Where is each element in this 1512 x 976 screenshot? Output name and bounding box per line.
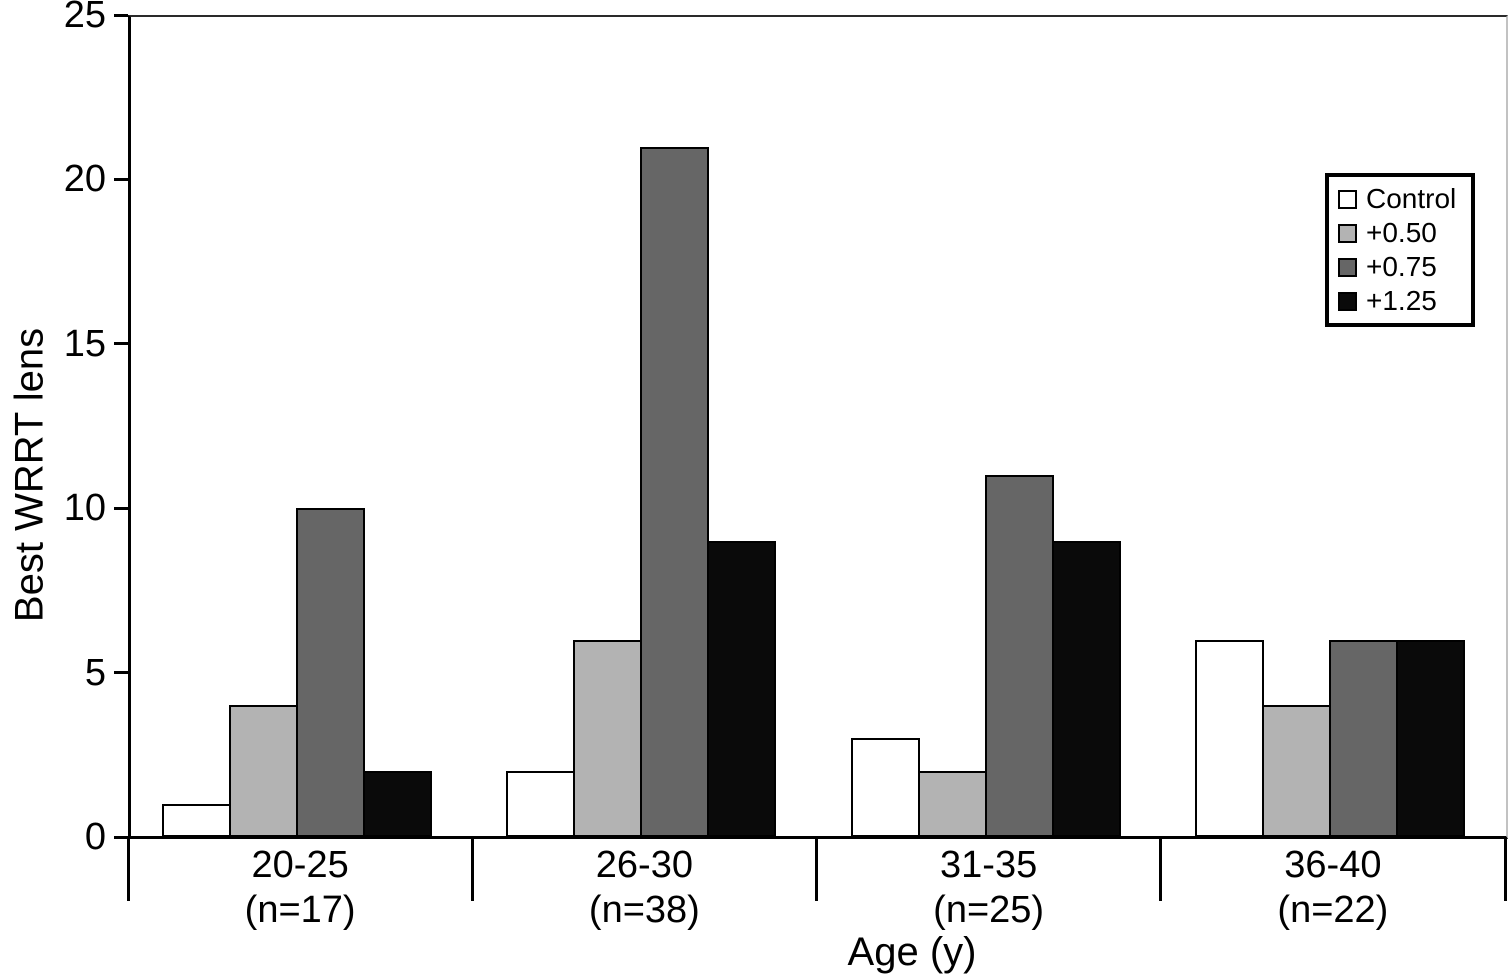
legend-label: +0.75 bbox=[1366, 251, 1437, 282]
y-axis-title: Best WRRT lens bbox=[7, 327, 52, 623]
legend-swatch-050 bbox=[1338, 223, 1357, 243]
bar bbox=[363, 771, 433, 837]
bar bbox=[1051, 541, 1121, 837]
category-label: 36-40 bbox=[1284, 844, 1382, 886]
bar bbox=[506, 771, 576, 837]
category-sublabel: (n=25) bbox=[933, 889, 1045, 931]
y-tick-label: 15 bbox=[63, 322, 106, 365]
legend-label: +1.25 bbox=[1366, 285, 1437, 316]
bar bbox=[850, 738, 920, 837]
x-tick-mark bbox=[815, 837, 818, 901]
y-tick-mark bbox=[114, 506, 128, 510]
y-tick-label: 20 bbox=[63, 158, 106, 201]
category-sublabel: (n=17) bbox=[244, 889, 356, 931]
legend-item: Control bbox=[1333, 182, 1467, 216]
bar bbox=[1328, 639, 1398, 837]
category-label: 26-30 bbox=[595, 844, 693, 886]
legend-label: Control bbox=[1366, 183, 1457, 214]
category-label: 31-35 bbox=[940, 844, 1038, 886]
legend: Control +0.50 +0.75 +1.25 bbox=[1325, 173, 1475, 327]
bar bbox=[707, 541, 777, 837]
bar bbox=[229, 705, 299, 837]
x-tick-mark bbox=[126, 837, 130, 901]
x-tick-mark bbox=[1503, 837, 1507, 901]
bar bbox=[296, 508, 366, 837]
legend-item: +0.75 bbox=[1333, 250, 1467, 284]
bar bbox=[640, 146, 710, 837]
category-label-group: 26-30 (n=38) bbox=[472, 843, 816, 933]
y-tick-label: 10 bbox=[63, 487, 106, 530]
bar bbox=[984, 475, 1054, 837]
bar bbox=[1194, 639, 1264, 837]
legend-swatch-075 bbox=[1338, 257, 1357, 277]
category-label: 20-25 bbox=[251, 844, 349, 886]
y-tick-label: 5 bbox=[84, 651, 106, 694]
category-sublabel: (n=22) bbox=[1277, 889, 1389, 931]
y-tick-label: 25 bbox=[63, 0, 106, 36]
bar bbox=[573, 639, 643, 837]
plot-area bbox=[128, 15, 1508, 839]
y-tick-mark bbox=[114, 342, 128, 346]
legend-item: +0.50 bbox=[1333, 216, 1467, 250]
x-axis-title: Age (y) bbox=[847, 930, 977, 974]
bar bbox=[1395, 639, 1465, 837]
category-label-group: 31-35 (n=25) bbox=[817, 843, 1161, 933]
bar bbox=[917, 771, 987, 837]
y-tick-mark bbox=[114, 177, 128, 181]
y-tick-mark bbox=[114, 671, 128, 675]
y-tick-mark bbox=[114, 13, 128, 17]
category-sublabel: (n=38) bbox=[588, 889, 700, 931]
y-tick-label: 0 bbox=[84, 816, 106, 858]
legend-item: +1.25 bbox=[1333, 284, 1467, 318]
bar bbox=[1261, 705, 1331, 837]
legend-label: +0.50 bbox=[1366, 217, 1437, 248]
category-label-group: 36-40 (n=22) bbox=[1161, 843, 1505, 933]
legend-swatch-control bbox=[1338, 189, 1357, 209]
x-tick-mark bbox=[470, 837, 474, 901]
x-tick-mark bbox=[1159, 837, 1163, 901]
legend-swatch-125 bbox=[1338, 291, 1357, 311]
category-label-group: 20-25 (n=17) bbox=[128, 843, 472, 933]
y-tick-mark bbox=[114, 835, 128, 839]
bar bbox=[162, 804, 232, 837]
